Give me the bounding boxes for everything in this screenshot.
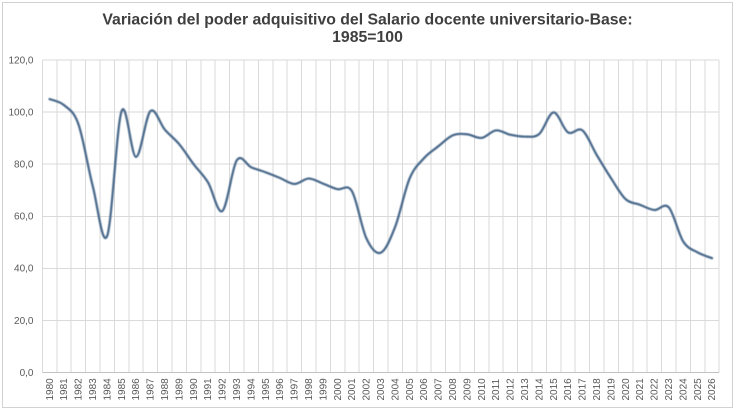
svg-text:2014: 2014 [534,378,545,401]
svg-text:2025: 2025 [693,378,704,401]
svg-text:100,0: 100,0 [8,108,33,119]
svg-text:2021: 2021 [635,378,646,401]
svg-text:2006: 2006 [419,378,430,401]
svg-text:1996: 1996 [275,378,286,401]
svg-text:1999: 1999 [318,378,329,401]
svg-text:2004: 2004 [390,378,401,401]
svg-text:2008: 2008 [448,378,459,401]
svg-text:1985=100: 1985=100 [332,29,403,46]
svg-text:1986: 1986 [131,378,142,401]
svg-text:1991: 1991 [203,378,214,401]
svg-text:2003: 2003 [376,378,387,401]
svg-text:2002: 2002 [362,378,373,401]
svg-text:1997: 1997 [290,378,301,401]
svg-text:80,0: 80,0 [14,160,34,171]
svg-text:1982: 1982 [74,378,85,401]
svg-text:40,0: 40,0 [14,264,34,275]
svg-text:2001: 2001 [347,378,358,401]
svg-text:1990: 1990 [189,378,200,401]
svg-text:1987: 1987 [146,378,157,401]
svg-text:2012: 2012 [506,378,517,401]
svg-text:2007: 2007 [434,378,445,401]
svg-text:20,0: 20,0 [14,316,34,327]
svg-text:2020: 2020 [621,378,632,401]
svg-text:2010: 2010 [477,378,488,401]
svg-text:1981: 1981 [59,378,70,401]
svg-text:1988: 1988 [160,378,171,401]
svg-text:2018: 2018 [592,378,603,401]
svg-text:2015: 2015 [549,378,560,401]
svg-text:2024: 2024 [678,378,689,401]
svg-text:2022: 2022 [650,378,661,401]
svg-text:1983: 1983 [88,378,99,401]
svg-text:2026: 2026 [707,378,718,401]
svg-text:2009: 2009 [462,378,473,401]
svg-text:2005: 2005 [405,378,416,401]
svg-text:2023: 2023 [664,378,675,401]
svg-text:1984: 1984 [102,378,113,401]
svg-text:1980: 1980 [45,378,56,401]
svg-text:1992: 1992 [218,378,229,401]
svg-text:120,0: 120,0 [8,56,33,67]
svg-text:2017: 2017 [578,378,589,401]
svg-text:2019: 2019 [606,378,617,401]
svg-text:2000: 2000 [333,378,344,401]
svg-text:1995: 1995 [261,378,272,401]
svg-text:0,0: 0,0 [20,368,34,379]
svg-text:2016: 2016 [563,378,574,401]
svg-text:1994: 1994 [246,378,257,401]
svg-text:Variación del poder adquisitiv: Variación del poder adquisitivo del Sala… [102,11,632,28]
svg-text:1998: 1998 [304,378,315,401]
svg-text:2013: 2013 [520,378,531,401]
svg-text:1993: 1993 [232,378,243,401]
svg-text:60,0: 60,0 [14,212,34,223]
svg-text:1989: 1989 [174,378,185,401]
svg-text:1985: 1985 [117,378,128,401]
svg-text:2011: 2011 [491,379,502,401]
